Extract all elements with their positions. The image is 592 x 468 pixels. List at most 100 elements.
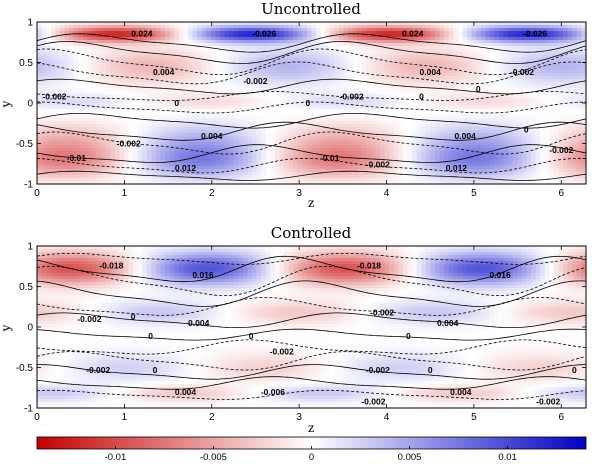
heatmap-cell: [197, 61, 203, 65]
heatmap-cell: [444, 103, 450, 107]
heatmap-cell: [142, 85, 148, 89]
heatmap-cell: [407, 25, 413, 29]
heatmap-cell: [297, 139, 303, 143]
heatmap-cell: [96, 52, 102, 56]
heatmap-cell: [146, 100, 152, 104]
heatmap-cell: [137, 40, 143, 44]
heatmap-cell: [206, 115, 212, 119]
heatmap-cell: [215, 142, 221, 146]
heatmap-cell: [192, 55, 198, 59]
heatmap-cell: [197, 70, 203, 74]
heatmap-cell: [169, 40, 175, 44]
heatmap-cell: [270, 40, 276, 44]
heatmap-cell: [274, 37, 281, 41]
heatmap-cell: [297, 181, 303, 184]
heatmap-cell: [160, 112, 166, 116]
heatmap-cell: [403, 139, 409, 143]
heatmap-cell: [448, 103, 454, 107]
heatmap-cell: [46, 88, 52, 92]
heatmap-cell: [297, 34, 303, 38]
heatmap-cell: [329, 157, 335, 161]
heatmap-cell: [110, 112, 116, 116]
heatmap-cell: [160, 67, 166, 71]
heatmap-cell: [206, 145, 212, 149]
heatmap-cell: [59, 61, 66, 65]
heatmap-cell: [242, 85, 249, 89]
heatmap-cell: [302, 148, 308, 152]
heatmap-cell: [105, 49, 111, 53]
heatmap-cell: [252, 160, 258, 164]
heatmap-cell: [403, 109, 409, 113]
heatmap-cell: [64, 109, 70, 113]
heatmap-cell: [343, 133, 349, 137]
heatmap-cell: [366, 160, 372, 164]
heatmap-cell: [105, 43, 111, 47]
heatmap-cell: [96, 115, 102, 119]
heatmap-cell: [261, 79, 267, 83]
heatmap-cell: [119, 157, 125, 161]
heatmap-cell: [233, 115, 239, 119]
heatmap-cell: [238, 91, 244, 95]
heatmap-cell: [215, 61, 221, 65]
heatmap-cell: [393, 151, 400, 155]
heatmap-cell: [242, 115, 249, 119]
heatmap-cell: [197, 181, 203, 184]
heatmap-cell: [261, 34, 267, 38]
heatmap-cell: [279, 148, 285, 152]
heatmap-cell: [352, 82, 358, 86]
heatmap-cell: [151, 70, 157, 74]
heatmap-cell: [338, 64, 345, 68]
heatmap-cell: [133, 88, 139, 92]
heatmap-cell: [69, 106, 75, 110]
heatmap-cell: [329, 61, 335, 65]
heatmap-cell: [110, 40, 116, 44]
heatmap-cell: [302, 49, 308, 53]
heatmap-cell: [261, 67, 267, 71]
heatmap-cell: [357, 46, 363, 50]
heatmap-cell: [215, 157, 221, 161]
heatmap-cell: [384, 37, 390, 41]
heatmap-cell: [215, 49, 221, 53]
heatmap-cell: [87, 85, 93, 89]
heatmap-cell: [329, 85, 335, 89]
heatmap-cell: [448, 94, 454, 98]
heatmap-cell: [384, 154, 390, 158]
heatmap-cell: [453, 181, 459, 184]
heatmap-cell: [233, 43, 239, 47]
heatmap-cell: [284, 64, 290, 68]
heatmap-cell: [384, 103, 390, 107]
heatmap-cell: [224, 118, 230, 122]
heatmap-cell: [274, 115, 281, 119]
heatmap-cell: [233, 151, 239, 155]
heatmap-cell: [73, 88, 79, 92]
heatmap-cell: [229, 100, 235, 104]
heatmap-cell: [252, 142, 258, 146]
heatmap-cell: [279, 97, 285, 101]
heatmap-cell: [366, 28, 372, 32]
heatmap-cell: [380, 118, 386, 122]
heatmap-cell: [174, 163, 180, 167]
heatmap-cell: [279, 181, 285, 184]
heatmap-cell: [448, 55, 454, 59]
heatmap-cell: [210, 64, 217, 68]
heatmap-cell: [178, 109, 184, 113]
heatmap-cell: [398, 100, 404, 104]
heatmap-cell: [329, 169, 335, 173]
heatmap-cell: [46, 130, 52, 134]
heatmap-cell: [393, 112, 400, 116]
heatmap-cell: [279, 67, 285, 71]
heatmap-cell: [407, 175, 413, 179]
heatmap-cell: [201, 172, 207, 176]
heatmap-cell: [151, 73, 157, 77]
heatmap-cell: [110, 67, 116, 71]
heatmap-cell: [430, 100, 436, 104]
heatmap-cell: [311, 22, 317, 26]
heatmap-cell: [316, 103, 322, 107]
heatmap-cell: [137, 181, 143, 184]
heatmap-cell: [343, 43, 349, 47]
heatmap-cell: [78, 124, 84, 128]
heatmap-cell: [137, 94, 143, 98]
heatmap-cell: [343, 31, 349, 35]
heatmap-cell: [78, 133, 84, 137]
heatmap-cell: [247, 124, 253, 128]
